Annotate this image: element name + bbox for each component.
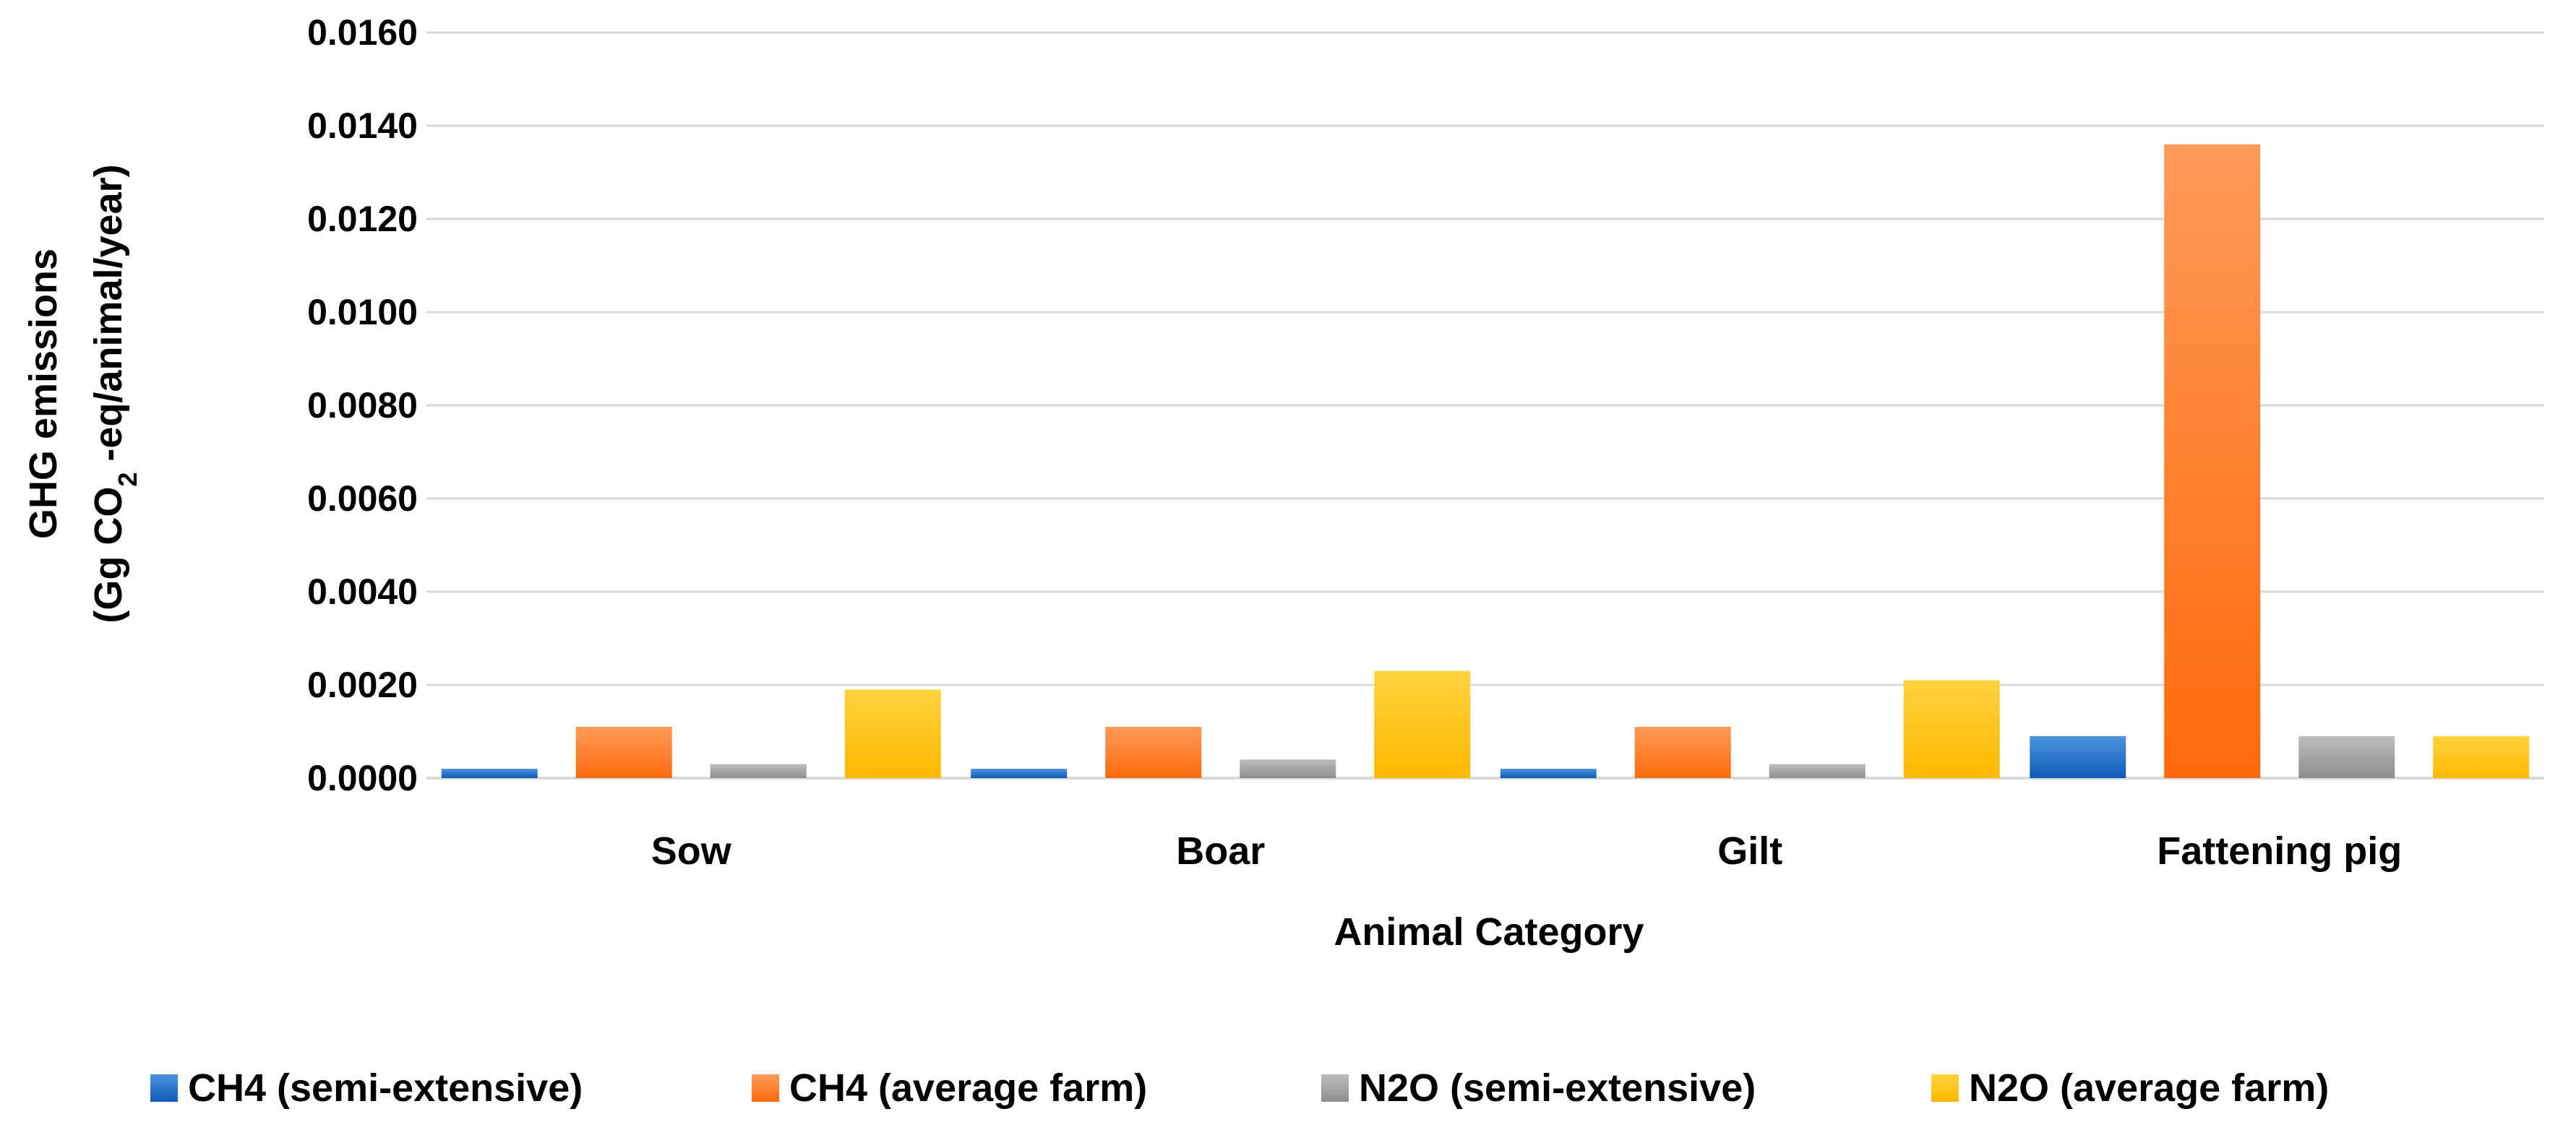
bar-sow-series-4	[844, 689, 941, 778]
bar-boar-series-2	[1105, 727, 1202, 778]
legend-swatch	[150, 1074, 178, 1102]
x-category-label: Gilt	[1717, 829, 1782, 873]
y-tick-label: 0.0120	[307, 199, 418, 239]
bar-fattening-pig-series-2	[2164, 144, 2261, 779]
bar-sow-series-3	[710, 764, 807, 778]
x-category-label: Sow	[651, 829, 732, 873]
x-axis-title: Animal Category	[1334, 910, 1644, 954]
bar-fattening-pig-series-4	[2433, 735, 2530, 778]
bar-sow-series-2	[575, 727, 672, 778]
y-axis-title: GHG emissions (Gg CO2 -eq/animal/year)	[22, 164, 142, 623]
y-axis-ticks: 0.0000 0.0020 0.0040 0.0060 0.0080 0.0100 0.01…	[307, 12, 418, 798]
legend-label: N2O (semi-extensive)	[1359, 1066, 1756, 1110]
bar-gilt-series-2	[1634, 727, 1731, 778]
legend-swatch	[752, 1074, 779, 1102]
x-category-label: Boar	[1176, 829, 1265, 873]
y-tick-label: 0.0000	[307, 758, 418, 798]
bar-boar-series-4	[1374, 670, 1471, 778]
legend-swatch	[1931, 1074, 1959, 1102]
y-tick-label: 0.0020	[307, 665, 418, 705]
y-tick-label: 0.0140	[307, 105, 418, 146]
legend-label: N2O (average farm)	[1969, 1066, 2329, 1110]
bar-fattening-pig-series-1	[2030, 735, 2126, 778]
y-tick-label: 0.0040	[307, 571, 418, 612]
y-axis-title-sub: 2	[113, 472, 142, 487]
legend-swatch	[1321, 1074, 1349, 1102]
bars	[441, 144, 2530, 779]
bar-boar-series-3	[1240, 759, 1336, 778]
legend-label: CH4 (semi-extensive)	[188, 1066, 583, 1110]
y-axis-title-line1: GHG emissions	[22, 249, 65, 539]
x-axis-categories: Sow Boar Gilt Fattening pig	[651, 829, 2402, 873]
bar-gilt-series-4	[1903, 680, 2000, 778]
bar-fattening-pig-series-3	[2298, 735, 2395, 778]
y-tick-label: 0.0160	[307, 12, 418, 53]
bar-gilt-series-3	[1769, 764, 1866, 778]
y-tick-label: 0.0080	[307, 385, 418, 426]
legend-label: CH4 (average farm)	[789, 1066, 1147, 1110]
bar-sow-series-1	[441, 769, 538, 778]
y-axis-title-pre: (Gg CO	[87, 487, 130, 623]
y-tick-label: 0.0100	[307, 292, 418, 332]
legend: CH4 (semi-extensive) CH4 (average farm) N2…	[150, 1066, 2329, 1110]
y-axis-title-line2: (Gg CO2 -eq/animal/year)	[87, 164, 142, 623]
bar-boar-series-1	[971, 769, 1068, 778]
x-category-label: Fattening pig	[2157, 829, 2402, 873]
bar-gilt-series-1	[1500, 769, 1597, 778]
y-tick-label: 0.0060	[307, 478, 418, 519]
y-axis-title-post: -eq/animal/year)	[87, 164, 130, 472]
